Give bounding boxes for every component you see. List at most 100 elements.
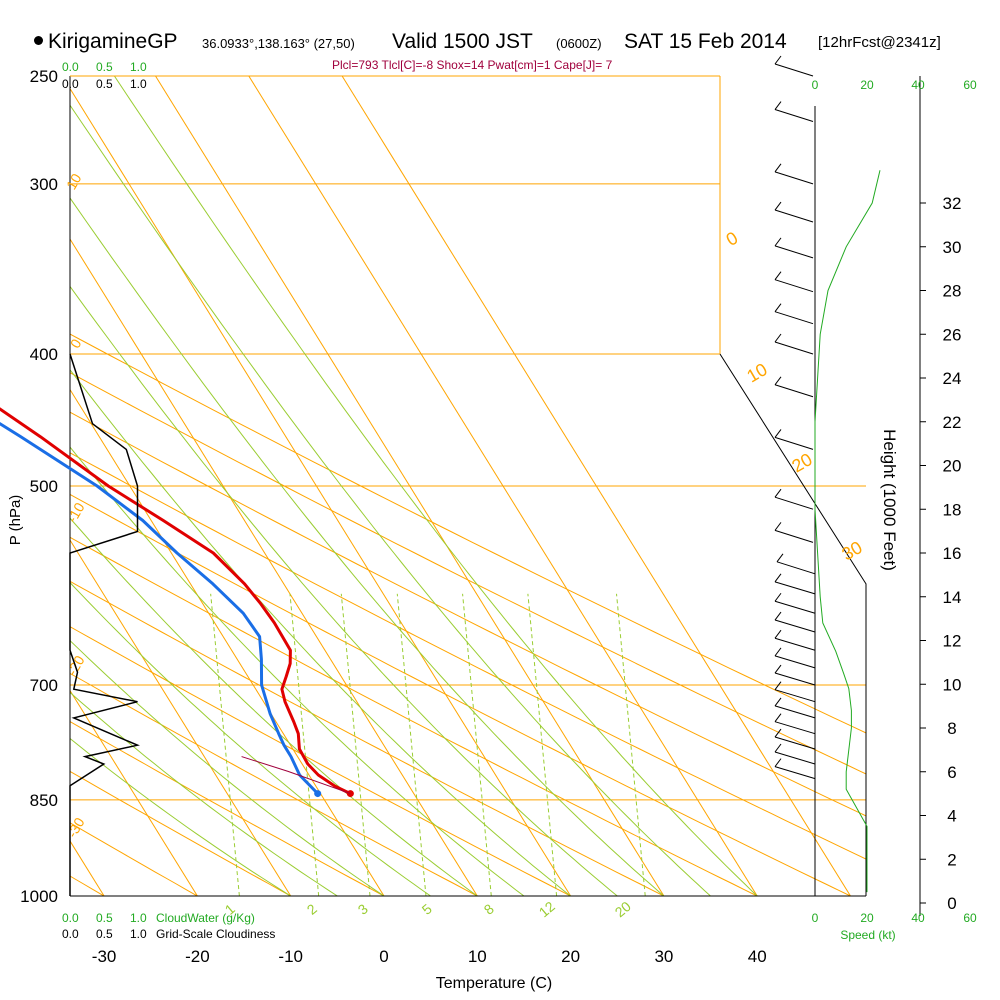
dry-adiabat-line xyxy=(70,452,866,860)
wind-barb-flag xyxy=(774,728,782,738)
temperature-tick-label: 20 xyxy=(561,947,580,966)
moist-adiabat-line xyxy=(113,76,758,896)
moist-adiabat-line xyxy=(70,104,712,896)
top-cloudiness-scale-label: 0.5 xyxy=(96,77,113,91)
dry-adiabat-line xyxy=(70,493,852,896)
mixing-ratio-line xyxy=(616,593,646,896)
station-coords: 36.0933°,138.163° (27,50) xyxy=(202,36,355,51)
x-axis-label: Temperature (C) xyxy=(436,975,552,992)
speed-scale-top-label: 40 xyxy=(911,78,925,92)
height-tick-label: 30 xyxy=(943,238,962,257)
isotherm-label: 30 xyxy=(838,537,865,564)
valid-date: SAT 15 Feb 2014 xyxy=(624,30,787,53)
height-tick-label: 12 xyxy=(943,632,962,651)
mixing-ratio-label: 20 xyxy=(612,898,634,920)
moist-adiabat-line xyxy=(70,368,572,896)
wind-barb xyxy=(774,209,814,223)
pressure-tick-label: 700 xyxy=(30,676,58,695)
mixing-ratio-line xyxy=(340,593,371,896)
dry-adiabat-line xyxy=(70,536,759,896)
wind-barb-flag xyxy=(774,697,782,707)
wind-barb-flag xyxy=(774,743,782,753)
wind-barb-flag xyxy=(774,488,782,498)
pressure-tick-label: 300 xyxy=(30,175,58,194)
speed-scale-top-label: 20 xyxy=(860,78,874,92)
bottom-cloudiness-scale-label: 0.0 xyxy=(62,927,79,941)
isotherm-label: 0 xyxy=(723,228,742,250)
mixing-ratio-line xyxy=(289,593,320,896)
bottom-cloudwater-scale-label: 1.0 xyxy=(130,911,147,925)
wind-barb xyxy=(774,581,816,595)
forecast-info: [12hrFcst@2341z] xyxy=(818,34,941,51)
temperature-tick-label: -30 xyxy=(92,947,117,966)
wind-barb-flag xyxy=(774,664,782,674)
wind-barb xyxy=(774,311,814,325)
temperature-line xyxy=(0,407,352,795)
isotherm-line xyxy=(0,76,11,896)
height-tick-label: 22 xyxy=(943,413,962,432)
wind-barb-flag xyxy=(774,429,782,438)
right-zone-boundary xyxy=(719,353,867,896)
speed-scale-bottom-label: 60 xyxy=(963,911,977,925)
top-cloudiness-scale-label: 1.0 xyxy=(130,77,147,91)
temperature-tick-label: 40 xyxy=(748,947,767,966)
top-cloudwater-scale-label: 1.0 xyxy=(130,60,147,74)
height-tick-label: 0 xyxy=(947,894,956,913)
wind-barb xyxy=(774,655,816,669)
speed-axis-label: Speed (kt) xyxy=(840,928,895,942)
wind-barb xyxy=(774,705,816,719)
height-tick-label: 8 xyxy=(947,719,956,738)
wind-barb-flag xyxy=(774,163,782,173)
speed-scale-bottom-label: 20 xyxy=(860,911,874,925)
y2-axis-label: Height (1000 Feet) xyxy=(880,429,899,571)
bottom-cloudiness-scale-label: Grid-Scale Cloudiness xyxy=(156,927,275,941)
isotherm-line xyxy=(70,689,198,896)
wind-barb xyxy=(774,721,816,735)
height-tick-label: 32 xyxy=(943,194,962,213)
temperature-tick-label: -10 xyxy=(278,947,303,966)
dry-adiabat-line xyxy=(70,626,572,896)
wind-barb xyxy=(774,436,814,450)
dry-adiabat-line xyxy=(70,372,866,775)
wind-barb xyxy=(776,561,816,575)
wind-barb-flag xyxy=(774,201,782,211)
isotherm-label: 10 xyxy=(743,359,770,386)
y-axis-label: P (hPa) xyxy=(7,495,24,546)
wind-barb xyxy=(774,600,816,614)
cloudiness-line xyxy=(69,353,140,896)
speed-scale-top-label: 60 xyxy=(963,78,977,92)
wind-barb-flag xyxy=(774,271,782,280)
height-tick-label: 20 xyxy=(943,457,962,476)
parcel-trace-line xyxy=(241,756,351,795)
top-cloudiness-scale-label: 0.0 xyxy=(62,77,79,91)
wind-barb-flag xyxy=(774,573,782,583)
mixing-ratio-label: 3 xyxy=(355,900,371,917)
temperature-tick-label: 10 xyxy=(468,947,487,966)
wind-barb xyxy=(774,63,814,77)
top-cloudwater-scale-label: 0.5 xyxy=(96,60,113,74)
moist-adiabat-line xyxy=(70,197,665,896)
dry-adiabat-line xyxy=(70,333,866,734)
mixing-ratio-label: 2 xyxy=(304,900,320,917)
valid-utc: (0600Z) xyxy=(556,36,602,51)
wind-barb-flag xyxy=(774,629,782,639)
plot-grid-layer xyxy=(0,76,866,896)
isotherm-label: 20 xyxy=(788,449,815,476)
wind-barb-flag xyxy=(774,681,782,690)
dry-adiabat-line xyxy=(70,822,199,896)
height-tick-label: 16 xyxy=(943,544,962,563)
wind-barb xyxy=(774,619,816,633)
wind-barb-flag xyxy=(774,758,782,767)
wind-barb xyxy=(774,736,816,750)
isotherm-line xyxy=(248,76,758,896)
dewpoint-line xyxy=(0,421,319,795)
wind-barb xyxy=(774,279,814,293)
moist-adiabat-line xyxy=(70,691,339,896)
wind-barb xyxy=(774,171,814,185)
pressure-tick-label: 850 xyxy=(30,791,58,810)
wind-barb xyxy=(774,766,816,780)
wind-barb-flag xyxy=(774,713,782,722)
moist-adiabat-line xyxy=(70,581,432,896)
